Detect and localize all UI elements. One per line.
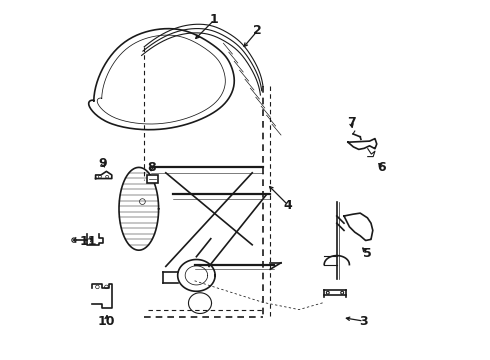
Text: 4: 4 [284, 199, 293, 212]
Text: 2: 2 [253, 24, 262, 37]
Bar [147, 175, 158, 183]
Text: 10: 10 [98, 315, 115, 328]
Text: 11: 11 [80, 235, 97, 248]
Text: 5: 5 [363, 247, 372, 260]
Text: 1: 1 [210, 13, 219, 26]
Text: 3: 3 [360, 315, 368, 328]
Text: 6: 6 [377, 161, 386, 174]
Text: 9: 9 [98, 157, 107, 170]
Text: 8: 8 [147, 161, 156, 174]
Text: 7: 7 [347, 116, 356, 129]
